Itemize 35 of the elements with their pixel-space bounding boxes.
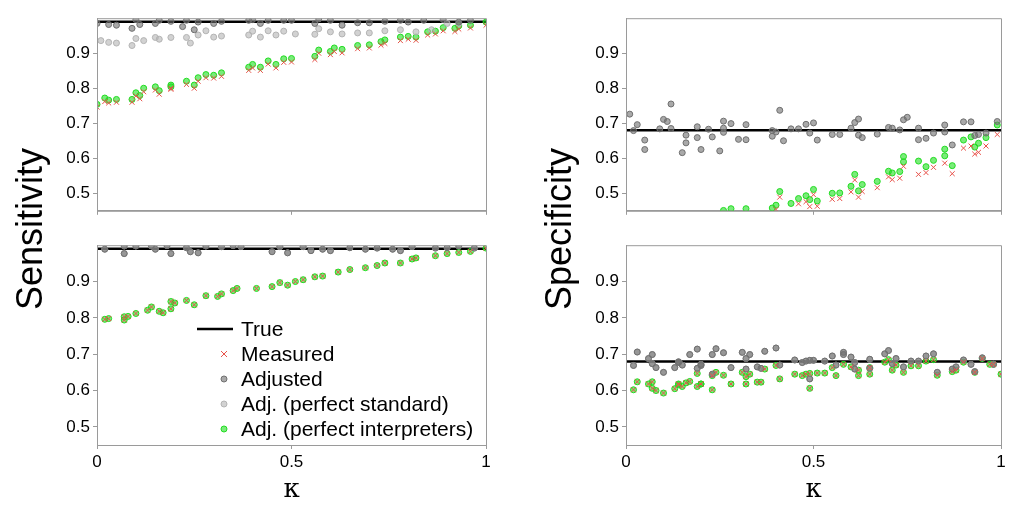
legend-label: Adj. (perfect interpreters) — [241, 416, 474, 441]
x-tick-label: 1 — [481, 451, 491, 471]
y-tick-label: 0.8 — [595, 77, 619, 97]
legend-label: Measured — [241, 341, 335, 366]
y-tick-label: 0.5 — [66, 416, 90, 436]
y-tick-label: 0.6 — [66, 147, 90, 167]
y-axis-title: Specificity — [538, 147, 580, 311]
legend-label: True — [241, 316, 284, 341]
y-tick-label: 0.6 — [595, 380, 619, 400]
y-tick-label: 0.5 — [595, 182, 619, 202]
y-tick-label: 0.7 — [66, 112, 90, 132]
x-axis-title: κ — [283, 473, 300, 503]
x-tick-label: 0.5 — [279, 451, 304, 471]
y-tick-label: 0.6 — [595, 147, 619, 167]
y-tick-label: 0.5 — [595, 416, 619, 436]
y-tick-label: 0.8 — [595, 307, 619, 327]
x-tick-label: 1 — [996, 451, 1006, 471]
x-tick-label: 0.5 — [801, 451, 826, 471]
y-tick-label: 0.7 — [595, 343, 619, 363]
x-tick-label: 0 — [621, 451, 631, 471]
legend-label: Adj. (perfect standard) — [241, 391, 449, 416]
y-tick-label: 0.5 — [66, 182, 90, 202]
y-tick-label: 0.7 — [66, 343, 90, 363]
y-tick-label: 0.7 — [595, 112, 619, 132]
legend-label: Adjusted — [241, 366, 323, 391]
y-tick-label: 0.6 — [66, 380, 90, 400]
y-tick-label: 0.9 — [595, 42, 619, 62]
y-axis-title: Sensitivity — [9, 147, 51, 311]
x-axis-title: κ — [805, 473, 822, 503]
y-tick-label: 0.9 — [66, 271, 90, 291]
y-tick-label: 0.8 — [66, 307, 90, 327]
y-tick-label: 0.9 — [595, 271, 619, 291]
y-tick-label: 0.9 — [66, 42, 90, 62]
x-tick-label: 0 — [92, 451, 102, 471]
y-tick-label: 0.8 — [66, 77, 90, 97]
